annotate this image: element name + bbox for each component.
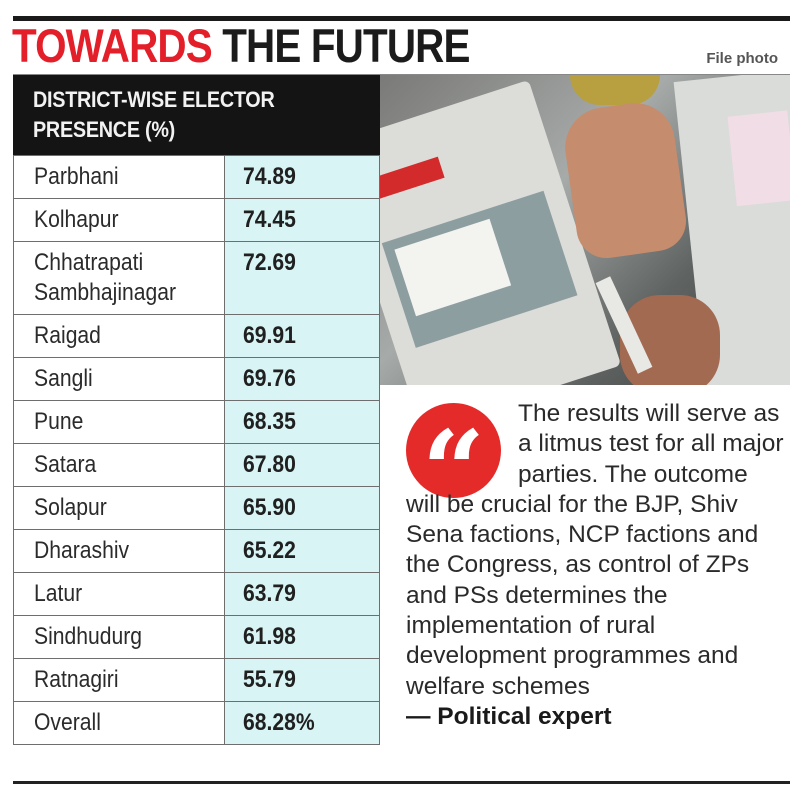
district-value: 68.35 [243, 408, 296, 435]
district-value: 61.98 [243, 623, 296, 650]
table-row: Dharashiv 65.22 [13, 529, 380, 573]
table-heading-line2: PRESENCE (%) [33, 117, 175, 142]
district-value: 74.45 [243, 206, 296, 233]
voter-hand [560, 98, 690, 262]
table-row: Pune 68.35 [13, 400, 380, 444]
photo-credit: File photo [706, 50, 778, 67]
district-name: Parbhani [34, 163, 119, 190]
expert-quote: “ The results will serve as a litmus tes… [380, 385, 790, 783]
district-name-line1: Chhatrapati [34, 249, 144, 276]
table-row: Kolhapur 74.45 [13, 198, 380, 242]
table-row: Solapur 65.90 [13, 486, 380, 530]
sub-rule [13, 74, 790, 75]
bottom-rule [13, 781, 790, 784]
district-name: Sindhudurg [34, 623, 143, 650]
title-red-part: TOWARDS [12, 19, 213, 72]
district-name: Dharashiv [34, 537, 130, 564]
quote-attribution: — Political expert [406, 702, 612, 730]
table-row: Chhatrapati Sambhajinagar 72.69 [13, 241, 380, 315]
district-name: Pune [34, 408, 84, 435]
district-name: Kolhapur [34, 206, 119, 233]
overall-label: Overall [34, 709, 101, 736]
district-name: Ratnagiri [34, 666, 119, 693]
district-value: 55.79 [243, 666, 296, 693]
evm-pink-label [727, 110, 790, 207]
district-name: Satara [34, 451, 97, 478]
quote-text-block: The results will serve as a litmus test … [406, 399, 784, 732]
district-name: Latur [34, 580, 83, 607]
top-rule [13, 16, 790, 21]
table-row: Parbhani 74.89 [13, 155, 380, 199]
bangle [570, 75, 660, 105]
district-value: 74.89 [243, 163, 296, 190]
quote-mark-icon: “ [406, 403, 501, 526]
table-row: Ratnagiri 55.79 [13, 658, 380, 702]
district-value: 63.79 [243, 580, 296, 607]
table-row: Raigad 69.91 [13, 314, 380, 358]
district-value: 65.22 [243, 537, 296, 564]
district-value: 69.76 [243, 365, 296, 392]
table-row: Sangli 69.76 [13, 357, 380, 401]
table-row-overall: Overall 68.28% [13, 701, 380, 745]
title-black-part: THE FUTURE [222, 19, 470, 72]
district-value: 67.80 [243, 451, 296, 478]
district-value: 69.91 [243, 322, 296, 349]
quote-body: The results will serve as a litmus test … [406, 400, 784, 700]
district-name: Raigad [34, 322, 101, 349]
district-name-line2: Sambhajinagar [34, 279, 177, 306]
table-row: Satara 67.80 [13, 443, 380, 487]
page-title: TOWARDS THE FUTURE [12, 20, 470, 72]
table-heading: DISTRICT-WISE ELECTOR PRESENCE (%) [13, 75, 380, 155]
district-value: 72.69 [243, 249, 296, 276]
data-table: Parbhani 74.89 Kolhapur 74.45 Chhatrapati S… [13, 155, 380, 745]
table-heading-line1: DISTRICT-WISE ELECTOR [33, 87, 275, 112]
overall-value: 68.28% [243, 709, 315, 736]
district-name: Solapur [34, 494, 107, 521]
district-name: Sangli [34, 365, 93, 392]
evm-photo [380, 75, 790, 385]
evm-display [380, 156, 445, 200]
elector-presence-table: DISTRICT-WISE ELECTOR PRESENCE (%) Parbh… [13, 75, 380, 745]
district-value: 65.90 [243, 494, 296, 521]
table-row: Latur 63.79 [13, 572, 380, 616]
table-row: Sindhudurg 61.98 [13, 615, 380, 659]
